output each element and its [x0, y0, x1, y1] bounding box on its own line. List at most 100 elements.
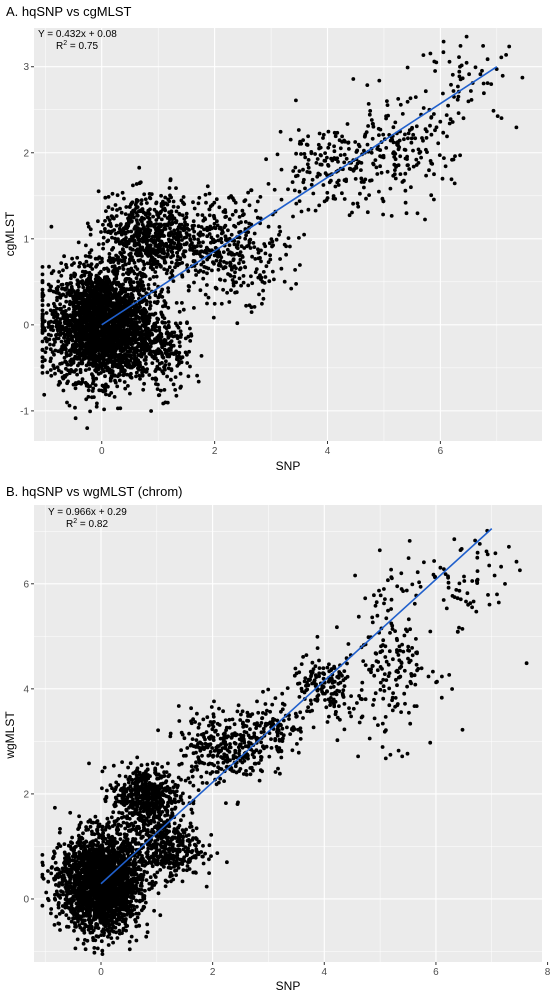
panel-a-point	[114, 347, 119, 351]
panel-a-point	[293, 165, 298, 170]
panel-a-point	[118, 356, 123, 361]
panel-a-point	[178, 386, 183, 390]
panel-a-point	[127, 205, 132, 209]
panel-a-point	[128, 358, 133, 363]
panel-a-point	[126, 239, 131, 244]
panel-a-point	[362, 185, 366, 190]
panel-a-point	[88, 409, 92, 414]
panel-a-point	[175, 250, 179, 255]
panel-a-point	[369, 150, 374, 155]
panel-a-point	[279, 167, 284, 172]
panel-a-point	[82, 264, 87, 269]
panel-a-point	[87, 367, 92, 371]
panel-a-point	[306, 165, 311, 170]
panel-a-point	[145, 201, 149, 205]
panel-b-point	[46, 879, 51, 884]
panel-a-point	[155, 226, 159, 231]
panel-a-point	[171, 199, 176, 204]
panel-a-point	[146, 229, 151, 234]
panel-a-point	[441, 39, 446, 44]
panel-a-point	[421, 106, 426, 110]
panel-a-point	[102, 309, 107, 314]
panel-a-point	[238, 266, 243, 270]
panel-a-point	[420, 136, 424, 140]
panel-a-point	[403, 200, 408, 205]
panel-a-point	[46, 332, 51, 337]
panel-a-point	[217, 261, 222, 266]
panel-a-point	[159, 289, 164, 294]
panel-a-point	[423, 127, 428, 132]
panel-a-y-tick-label: -1	[20, 406, 29, 417]
panel-a-point	[221, 230, 225, 235]
panel-a-point	[128, 246, 133, 251]
panel-a-point	[40, 303, 45, 308]
panel-b-point	[49, 907, 54, 911]
panel-a-point	[61, 292, 66, 297]
panel-a-point	[116, 299, 121, 304]
panel-a-point	[384, 146, 389, 150]
panel-a-point	[225, 290, 230, 295]
panel-a-point	[56, 285, 60, 289]
panel-a-point	[396, 147, 401, 152]
panel-a-point	[288, 244, 292, 249]
panel-a-point	[294, 282, 298, 286]
panel-a-point	[157, 244, 161, 249]
panel-a-point	[333, 134, 338, 139]
panel-a-point	[82, 344, 87, 349]
panel-a-point	[247, 203, 252, 208]
panel-a-point	[429, 115, 434, 119]
panel-a-point	[171, 204, 176, 209]
panel-a-point	[134, 218, 139, 223]
panel-a-point	[46, 325, 51, 329]
panel-a-point	[207, 207, 212, 212]
panel-a-point	[54, 336, 59, 341]
panel-a-point	[113, 203, 118, 207]
panel-b-point	[106, 943, 111, 947]
panel-a-point	[495, 114, 500, 118]
panel-a-point	[118, 258, 123, 263]
panel-a-point	[132, 323, 137, 328]
panel-a-point	[85, 307, 90, 312]
panel-a-point	[218, 277, 222, 282]
panel-a-point	[48, 308, 53, 313]
panel-a-point	[103, 365, 108, 370]
panel-a-point	[84, 282, 89, 287]
panel-a-point	[179, 198, 184, 203]
panel-a-point	[93, 311, 98, 316]
panel-a-point	[72, 308, 77, 313]
panel-a-point	[173, 375, 178, 379]
panel-a-point	[274, 237, 279, 242]
panel-a-point	[187, 233, 192, 238]
panel-a-point	[143, 336, 148, 341]
panel-a-point	[440, 176, 445, 181]
panel-a-point	[236, 240, 241, 245]
panel-a-point	[340, 134, 344, 139]
panel-a-point	[72, 289, 76, 293]
panel-a-point	[153, 369, 158, 373]
panel-a-point	[203, 217, 208, 222]
panel-a-point	[150, 234, 155, 239]
panel-a-point	[171, 343, 176, 348]
panel-a-point	[94, 273, 99, 278]
panel-a-point	[121, 340, 125, 344]
panel-a-point	[456, 111, 461, 115]
panel-a-point	[447, 59, 452, 64]
panel-a-point	[110, 247, 114, 252]
panel-a-point	[177, 309, 182, 314]
panel-a-r2: R2 = 0.75	[56, 40, 98, 52]
panel-a-point	[237, 261, 241, 266]
panel-a-point	[232, 252, 237, 257]
panel-a-point	[99, 347, 104, 351]
panel-a-point	[252, 245, 257, 250]
panel-a-point	[299, 152, 303, 156]
panel-a-point	[452, 181, 457, 186]
panel-a-point	[413, 136, 418, 141]
panel-a-point	[131, 183, 135, 188]
panel-a-point	[359, 168, 363, 173]
panel-a-point	[104, 392, 108, 397]
panel-a-point	[406, 131, 411, 136]
panel-a-point	[405, 99, 410, 104]
panel-a-point	[147, 261, 152, 266]
panel-a-point	[104, 382, 108, 387]
panel-a-point	[403, 188, 408, 193]
